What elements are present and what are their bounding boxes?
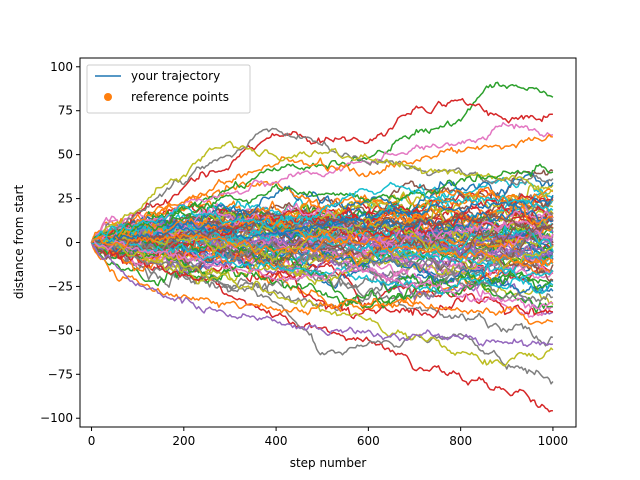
trajectory-line [90,181,554,243]
y-axis-label: distance from start [12,185,26,300]
x-tick-label: 200 [172,434,195,448]
x-tick-label: 1000 [538,434,569,448]
random-walk-line [91,232,554,303]
trajectory-line [90,238,553,310]
legend-dot-swatch [104,93,112,101]
y-tick-label: −25 [48,279,73,293]
y-tick-label: 50 [58,148,73,162]
trajectory-line [90,134,553,243]
trajectory-line [90,194,554,246]
trajectory-line [91,211,554,247]
plot-area [79,57,577,428]
legend-frame [86,64,251,114]
x-axis-label: step number [290,456,367,470]
x-tick-label: 400 [265,434,288,448]
legend: your trajectory reference points [86,64,251,114]
random-walk-line [91,203,554,244]
x-tick-label: 800 [449,434,472,448]
trajectory-line [91,140,554,244]
y-tick-label: −100 [40,411,73,425]
trajectory-line [91,239,554,385]
y-tick-label: −75 [48,367,73,381]
y-tick-label: 25 [58,192,73,206]
y-tick-label: 75 [58,104,73,118]
trajectory-line [90,242,554,348]
trajectory-line [91,237,554,296]
random-walk-line [90,240,554,347]
random-walk-line [91,222,554,274]
random-walk-line [91,172,554,246]
y-tick-label: 100 [50,60,73,74]
random-walk-line [91,186,554,247]
legend-label-trajectory: your trajectory [131,69,220,83]
y-tick-label: 0 [65,236,73,250]
trajectory-line [90,97,553,246]
y-axis: −100 −75 −50 −25 0 25 50 75 100 [40,60,80,425]
trajectory-line [91,240,553,413]
y-tick-label: −50 [48,323,73,337]
x-tick-label: 600 [357,434,380,448]
trajectory-line [91,239,554,367]
random-walk-line [90,241,553,314]
trajectory-line [90,163,554,243]
x-axis: 0 200 400 600 800 1000 [88,427,568,448]
random-walk-line [91,193,554,252]
x-tick-label: 0 [88,434,96,448]
trajectory-lines [90,81,554,413]
trajectory-line [90,242,554,325]
legend-label-reference: reference points [131,90,229,104]
random-walk-line [91,217,554,299]
trajectory-line [90,233,554,267]
random-walk-line [90,180,554,243]
